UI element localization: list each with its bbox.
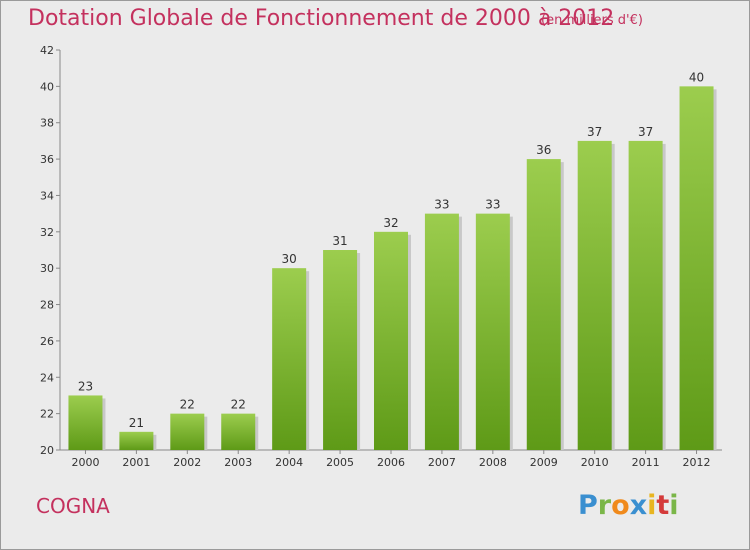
logo-letter: i [669, 490, 679, 521]
x-tick-label: 2006 [377, 456, 405, 469]
bars [68, 86, 717, 450]
bar [577, 140, 612, 450]
x-tick-label: 2008 [479, 456, 507, 469]
bar [170, 413, 205, 450]
x-tick-label: 2002 [173, 456, 201, 469]
y-tick-label: 42 [40, 44, 54, 57]
x-tick-label: 2007 [428, 456, 456, 469]
x-tick-label: 2011 [632, 456, 660, 469]
bar [526, 159, 561, 450]
y-axis: 20 22 24 26 28 30 32 34 36 38 40 42 [40, 44, 61, 457]
x-tick-label: 2009 [530, 456, 558, 469]
x-tick-label: 2012 [683, 456, 711, 469]
data-label: 31 [332, 234, 347, 248]
y-tick-label: 20 [40, 444, 54, 457]
data-label: 23 [78, 379, 93, 393]
logo-letter: o [611, 490, 630, 521]
logo-letter: x [629, 490, 648, 521]
y-tick-label: 32 [40, 226, 54, 239]
data-label: 22 [180, 398, 195, 412]
bar [679, 86, 714, 450]
chart-title: Dotation Globale de Fonctionnement de 20… [28, 6, 615, 31]
chart-subtitle: (en milliers d'€) [541, 13, 643, 28]
bar [221, 413, 256, 450]
bar [272, 268, 307, 450]
data-label: 36 [536, 143, 551, 157]
logo-letter: P [578, 490, 598, 521]
y-tick-label: 22 [40, 408, 54, 421]
logo-letter: r [597, 490, 612, 521]
data-label: 21 [129, 416, 144, 430]
y-tick-label: 26 [40, 335, 54, 348]
data-label: 32 [383, 216, 398, 230]
bar [475, 213, 510, 450]
x-tick-label: 2005 [326, 456, 354, 469]
y-tick-label: 34 [40, 189, 54, 202]
data-label: 37 [638, 125, 653, 139]
bar [68, 395, 103, 450]
bar [119, 431, 154, 450]
y-tick-label: 40 [40, 80, 54, 93]
x-tick-label: 2004 [275, 456, 303, 469]
y-tick-label: 30 [40, 262, 54, 275]
y-tick-label: 24 [40, 371, 54, 384]
data-label: 33 [485, 198, 500, 212]
proxiti-logo[interactable]: Proxiti [578, 490, 679, 521]
data-label: 33 [434, 198, 449, 212]
data-label: 40 [689, 70, 704, 84]
logo-letter: i [647, 490, 657, 521]
bar [424, 213, 459, 450]
x-tick-label: 2000 [71, 456, 99, 469]
x-tick-label: 2001 [122, 456, 150, 469]
data-label: 30 [282, 252, 297, 266]
bar [374, 231, 408, 450]
x-axis: 2000 2001 2002 2003 2004 2005 2006 2007 2008 2009… [60, 449, 722, 469]
bar [323, 250, 358, 450]
location-name: COGNA [36, 494, 110, 518]
y-tick-label: 28 [40, 299, 54, 312]
data-labels: 23 21 22 22 30 31 32 33 33 36 37 37 40 [78, 70, 704, 429]
y-tick-label: 36 [40, 153, 54, 166]
y-tick-label: 38 [40, 117, 54, 130]
logo-letter: t [656, 490, 670, 521]
x-tick-label: 2003 [224, 456, 252, 469]
data-label: 37 [587, 125, 602, 139]
bar [628, 140, 663, 450]
data-label: 22 [231, 398, 246, 412]
x-tick-label: 2010 [581, 456, 609, 469]
